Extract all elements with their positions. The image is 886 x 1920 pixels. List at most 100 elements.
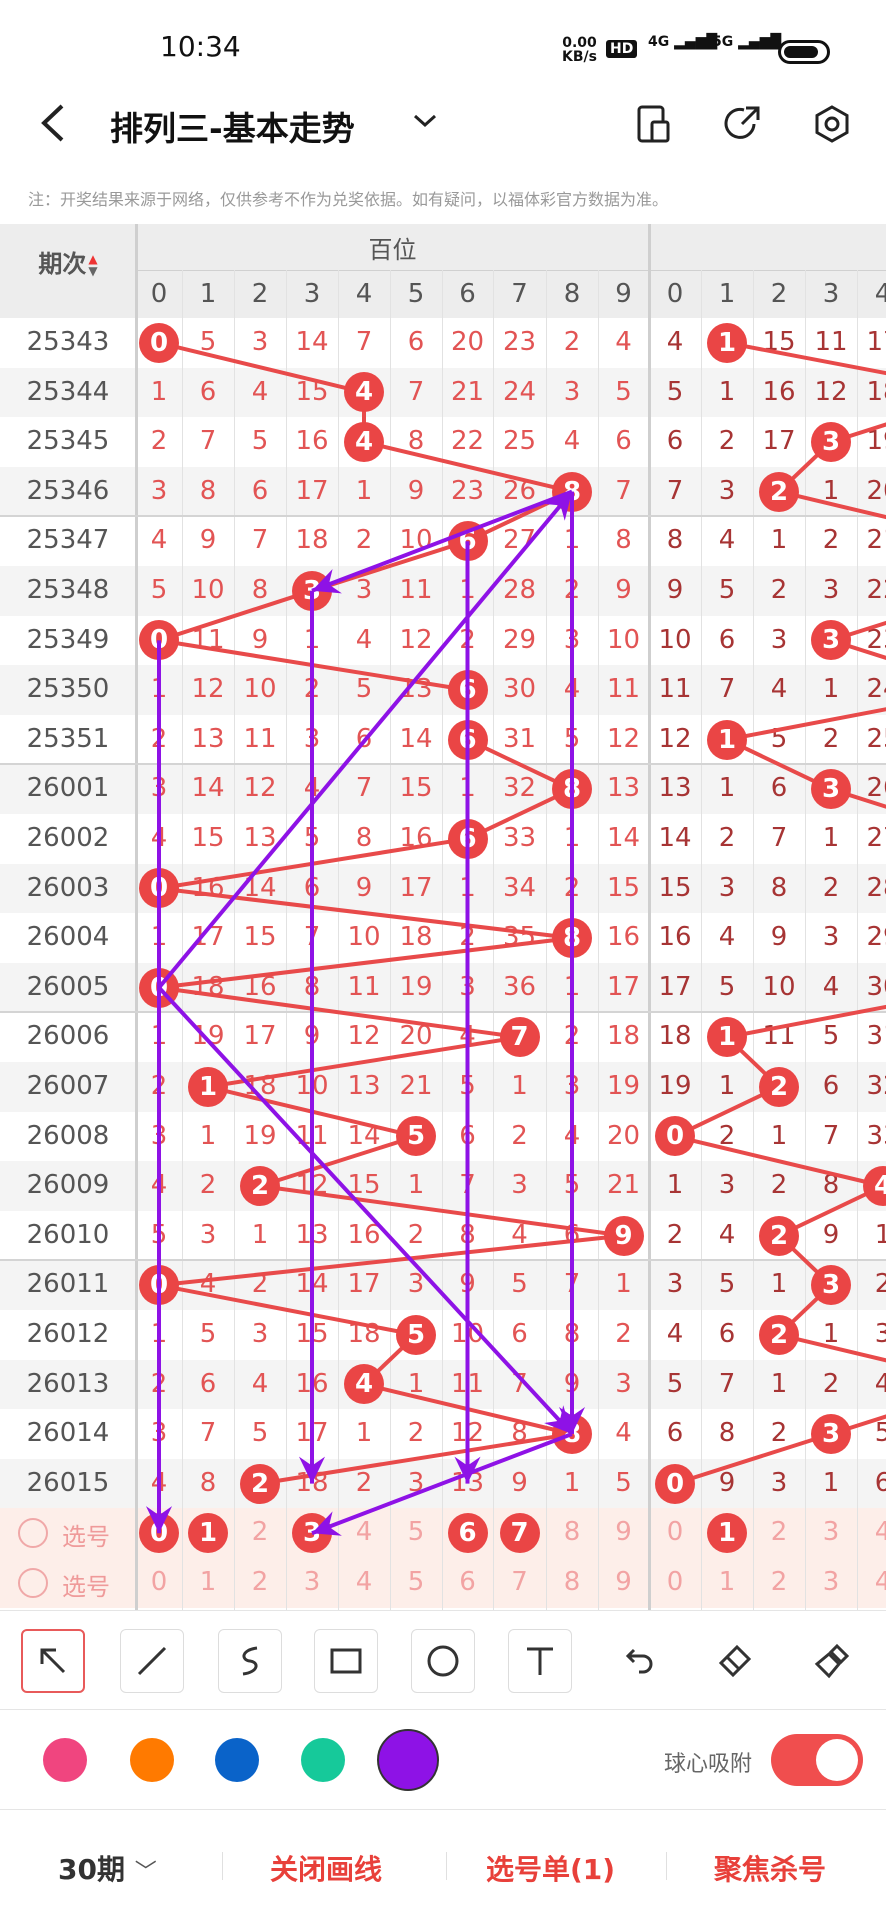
tool-line[interactable]	[120, 1629, 184, 1693]
digit-header-hundreds: 2	[251, 279, 269, 309]
miss-value: 32	[502, 773, 537, 804]
miss-value: 5	[718, 971, 736, 1002]
miss-value: 9	[666, 575, 684, 605]
tool-circle[interactable]	[411, 1629, 475, 1693]
period-label: 26003	[26, 872, 110, 903]
select-ball[interactable]: 5	[407, 1517, 425, 1548]
select-ball-selected[interactable]: 1	[707, 1513, 747, 1554]
tool-rectangle[interactable]	[314, 1629, 378, 1693]
column-divider	[753, 270, 754, 1610]
miss-value: 6	[666, 1418, 684, 1449]
trend-line-hundreds	[158, 1233, 624, 1288]
drawn-arrow-line	[311, 489, 573, 593]
miss-value: 7	[511, 1368, 528, 1399]
period-header[interactable]: 期次 ▲ ▼	[0, 244, 136, 279]
digit-header-hundreds: 3	[303, 279, 321, 309]
back-icon[interactable]	[38, 102, 68, 144]
select-radio[interactable]	[18, 1518, 48, 1549]
select-ball[interactable]: 5	[407, 1567, 425, 1597]
digit-header-tens: 4	[874, 279, 886, 309]
trend-line-tens	[674, 1432, 832, 1486]
trend-line-tens	[830, 422, 886, 444]
select-ball[interactable]: 3	[303, 1567, 321, 1597]
miss-value: 1	[718, 376, 736, 407]
select-radio[interactable]	[18, 1568, 48, 1598]
select-ball[interactable]: 4	[874, 1517, 886, 1548]
snap-toggle[interactable]	[771, 1734, 863, 1786]
net-speed-value: 0.00	[562, 35, 597, 51]
select-ball[interactable]: 8	[563, 1567, 581, 1597]
miss-value: 10	[191, 575, 225, 605]
miss-value: 1	[822, 475, 840, 506]
focus-kill-button[interactable]: 聚焦杀号	[714, 1853, 827, 1886]
period-label: 30期	[58, 1853, 125, 1886]
tool-eraser[interactable]	[702, 1629, 766, 1693]
trend-line-tens	[830, 1414, 886, 1436]
tool-arrow[interactable]	[21, 1629, 85, 1693]
select-label: 选号	[62, 1523, 110, 1552]
miss-value: 4	[150, 525, 168, 556]
miss-value: 2	[822, 525, 840, 556]
period-label: 25344	[26, 376, 110, 407]
select-ball[interactable]: 4	[355, 1517, 373, 1548]
select-ball-selected[interactable]: 7	[499, 1513, 540, 1554]
color-swatch[interactable]	[215, 1738, 259, 1782]
page-title[interactable]: 排列三-基本走势	[110, 109, 355, 148]
period-label: 26012	[26, 1319, 110, 1349]
miss-value: 12	[814, 376, 848, 407]
select-ball[interactable]: 2	[770, 1517, 788, 1548]
select-ball[interactable]: 0	[666, 1517, 684, 1548]
select-ball[interactable]: 2	[251, 1517, 269, 1548]
miss-value: 1	[822, 823, 840, 853]
miss-value: 15	[658, 872, 692, 903]
tool-undo[interactable]	[606, 1629, 670, 1693]
miss-value: 8	[822, 1170, 840, 1201]
miss-value: 19	[243, 1120, 277, 1151]
share-icon[interactable]	[724, 104, 764, 144]
select-ball[interactable]: 2	[770, 1567, 788, 1597]
miss-value: 25	[866, 723, 886, 754]
tool-text[interactable]	[508, 1629, 572, 1693]
hit-ball: 2	[759, 1314, 799, 1355]
period-select[interactable]: 30期 ﹀	[58, 1848, 157, 1888]
select-ball[interactable]: 8	[563, 1517, 581, 1548]
select-ball[interactable]: 4	[874, 1567, 886, 1597]
select-ball-selected[interactable]: 1	[188, 1513, 228, 1554]
close-drawing-button[interactable]: 关闭画线	[270, 1853, 383, 1886]
select-ball[interactable]: 0	[150, 1567, 168, 1597]
period-label: 26006	[26, 1021, 110, 1052]
period-label: 25351	[26, 723, 110, 754]
select-ball[interactable]: 4	[355, 1567, 373, 1597]
select-ball[interactable]: 3	[822, 1567, 840, 1597]
select-ball[interactable]: 1	[718, 1567, 736, 1597]
select-ball[interactable]: 3	[822, 1517, 840, 1548]
pick-list-button[interactable]: 选号单(1)	[486, 1853, 616, 1886]
user-drawing-layer[interactable]	[0, 224, 886, 1610]
phone-split-icon[interactable]	[636, 104, 672, 144]
color-palette: 球心吸附	[0, 1710, 886, 1810]
select-ball[interactable]: 9	[615, 1567, 632, 1597]
color-swatch[interactable]	[377, 1729, 439, 1791]
select-ball[interactable]: 0	[666, 1567, 684, 1597]
select-ball-selected[interactable]: 6	[447, 1513, 488, 1554]
miss-value: 6	[822, 1071, 840, 1101]
column-divider	[286, 270, 287, 1610]
select-ball[interactable]: 1	[199, 1567, 217, 1597]
color-swatch[interactable]	[130, 1738, 174, 1782]
tool-curve[interactable]	[218, 1629, 282, 1693]
hit-ball: 2	[759, 1215, 799, 1256]
miss-value: 3	[822, 575, 840, 605]
chevron-down-icon[interactable]	[412, 112, 438, 130]
select-ball[interactable]: 6	[459, 1567, 476, 1597]
miss-value: 12	[399, 624, 433, 655]
sort-icon[interactable]: ▲ ▼	[88, 252, 98, 278]
tool-clear[interactable]	[800, 1629, 864, 1693]
color-swatch[interactable]	[301, 1738, 345, 1782]
miss-value: 5	[718, 1269, 736, 1300]
select-ball[interactable]: 2	[251, 1567, 269, 1597]
settings-icon[interactable]	[812, 104, 852, 144]
color-swatch[interactable]	[43, 1738, 87, 1782]
select-ball[interactable]: 9	[615, 1517, 632, 1548]
select-ball[interactable]: 7	[511, 1567, 528, 1597]
miss-value: 12	[243, 773, 277, 804]
